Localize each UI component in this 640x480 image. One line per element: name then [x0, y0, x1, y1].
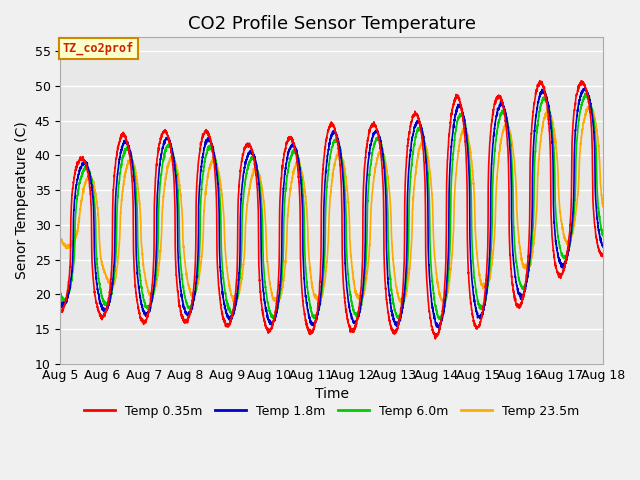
Legend: Temp 0.35m, Temp 1.8m, Temp 6.0m, Temp 23.5m: Temp 0.35m, Temp 1.8m, Temp 6.0m, Temp 2…	[79, 400, 584, 423]
Temp 1.8m	[183, 311, 191, 316]
Line: Temp 1.8m: Temp 1.8m	[60, 88, 603, 328]
Temp 1.8m	[220, 294, 227, 300]
Temp 6.0m	[192, 286, 200, 291]
Temp 0.35m	[431, 336, 439, 342]
Temp 6.0m	[183, 301, 191, 307]
Temp 1.8m	[599, 244, 607, 250]
Temp 6.0m	[599, 233, 607, 239]
Temp 1.8m	[581, 85, 589, 91]
Temp 0.35m	[536, 78, 543, 84]
Temp 1.8m	[56, 300, 64, 306]
Temp 23.5m	[565, 237, 573, 243]
Temp 23.5m	[599, 204, 607, 210]
Line: Temp 6.0m: Temp 6.0m	[60, 94, 603, 320]
Temp 1.8m	[316, 300, 324, 306]
Y-axis label: Senor Temperature (C): Senor Temperature (C)	[15, 121, 29, 279]
Text: TZ_co2prof: TZ_co2prof	[63, 42, 134, 55]
Temp 6.0m	[565, 246, 573, 252]
Temp 6.0m	[581, 91, 589, 96]
Temp 23.5m	[192, 288, 200, 294]
X-axis label: Time: Time	[315, 387, 349, 401]
Title: CO2 Profile Sensor Temperature: CO2 Profile Sensor Temperature	[188, 15, 476, 33]
Temp 23.5m	[56, 235, 64, 240]
Line: Temp 23.5m: Temp 23.5m	[60, 106, 603, 303]
Line: Temp 0.35m: Temp 0.35m	[60, 81, 603, 339]
Temp 6.0m	[270, 317, 278, 323]
Temp 0.35m	[565, 234, 573, 240]
Temp 1.8m	[435, 325, 442, 331]
Temp 6.0m	[316, 300, 324, 305]
Temp 0.35m	[192, 241, 200, 247]
Temp 1.8m	[565, 243, 573, 249]
Temp 0.35m	[229, 309, 237, 315]
Temp 6.0m	[56, 291, 64, 297]
Temp 23.5m	[232, 300, 240, 306]
Temp 23.5m	[220, 204, 227, 210]
Temp 6.0m	[229, 308, 237, 314]
Temp 0.35m	[599, 253, 607, 259]
Temp 23.5m	[183, 275, 191, 280]
Temp 0.35m	[183, 319, 191, 324]
Temp 0.35m	[220, 317, 227, 323]
Temp 1.8m	[192, 280, 200, 286]
Temp 23.5m	[229, 293, 237, 299]
Temp 6.0m	[220, 272, 227, 278]
Temp 0.35m	[316, 279, 324, 285]
Temp 23.5m	[316, 295, 324, 301]
Temp 0.35m	[56, 308, 64, 314]
Temp 1.8m	[229, 312, 237, 318]
Temp 23.5m	[585, 103, 593, 109]
